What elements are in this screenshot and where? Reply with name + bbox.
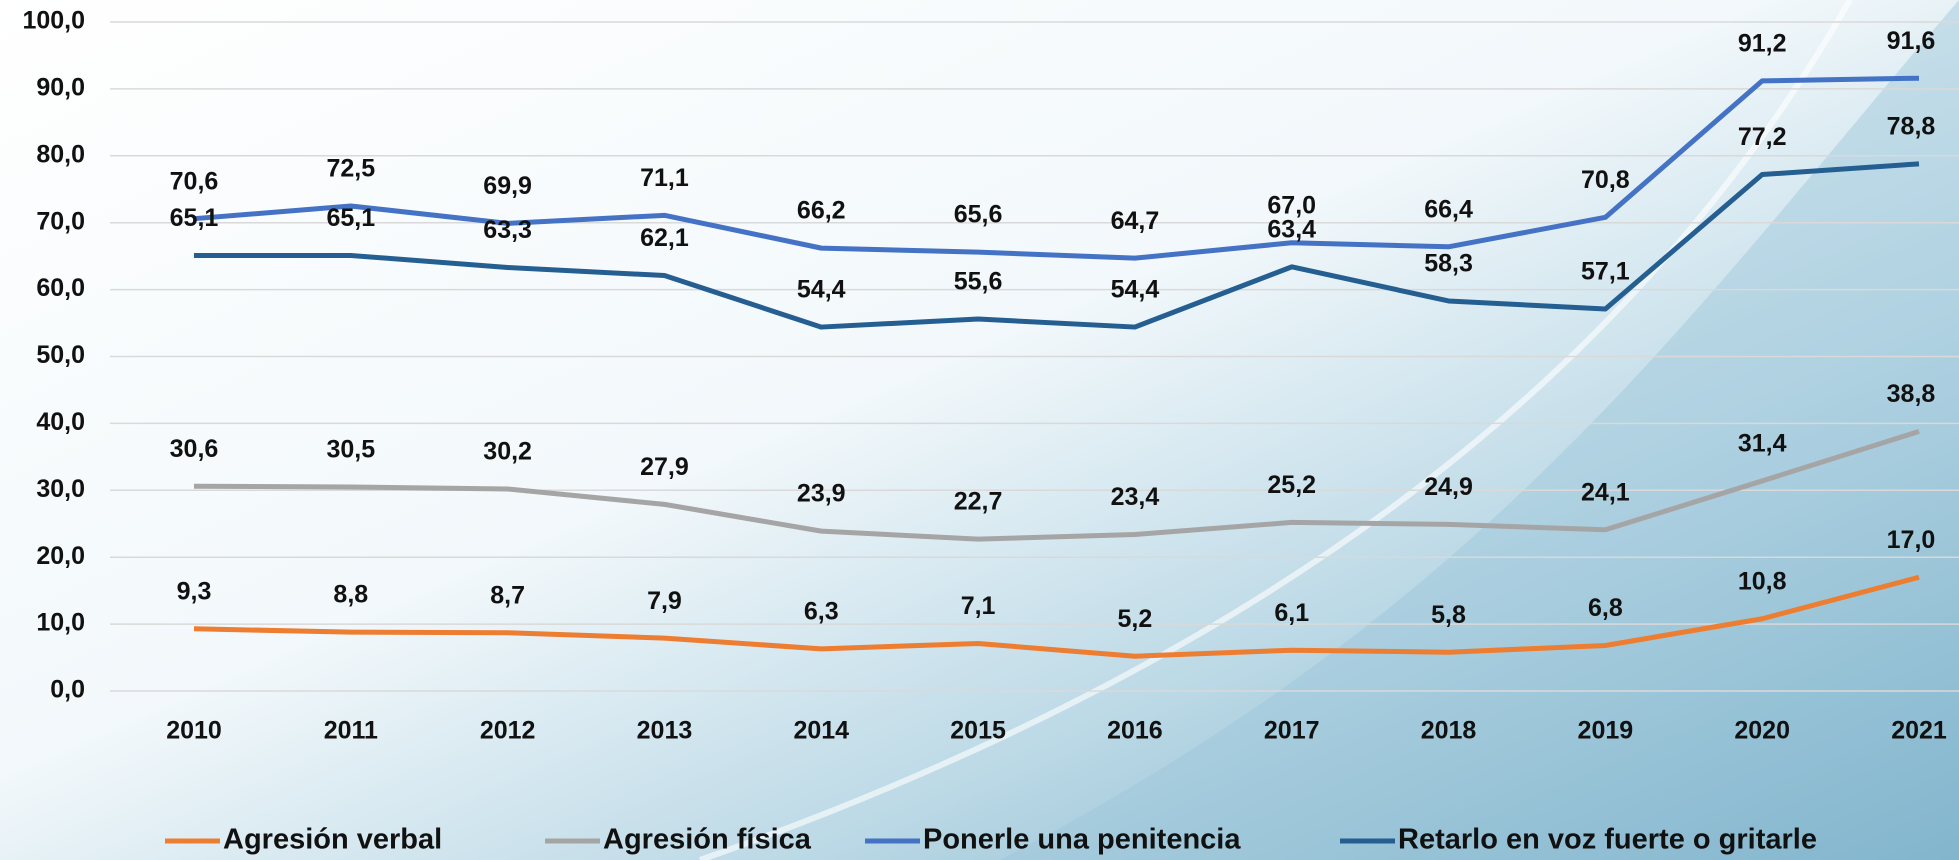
data-label: 27,9: [640, 453, 689, 481]
data-label: 23,9: [797, 480, 846, 508]
data-label: 25,2: [1267, 471, 1316, 499]
data-label: 31,4: [1738, 430, 1787, 458]
y-tick-label: 50,0: [36, 341, 85, 369]
data-label: 58,3: [1424, 250, 1473, 278]
legend: Agresión verbal Agresión física Ponerle un…: [165, 824, 1817, 856]
data-label: 66,4: [1424, 195, 1473, 223]
y-tick-label: 30,0: [36, 475, 85, 503]
data-label: 78,8: [1887, 112, 1936, 140]
data-label: 62,1: [640, 224, 689, 252]
chart: 0,0 10,0 20,0 30,0 40,0 50,0 60,0 70,0 80,0 90,0 1…: [0, 0, 1959, 860]
data-label: 65,1: [170, 204, 219, 232]
data-label: 7,9: [647, 587, 682, 615]
data-label: 38,8: [1887, 380, 1936, 408]
data-label: 65,6: [954, 201, 1003, 229]
data-label: 8,7: [490, 581, 525, 609]
data-label: 72,5: [326, 155, 375, 183]
data-label: 65,1: [326, 204, 375, 232]
x-tick-label: 2012: [480, 717, 536, 745]
y-tick-label: 60,0: [36, 274, 85, 302]
y-tick-label: 10,0: [36, 609, 85, 637]
data-label: 24,9: [1424, 473, 1473, 501]
data-label: 70,8: [1581, 166, 1630, 194]
x-tick-label: 2016: [1107, 717, 1163, 745]
data-label: 55,6: [954, 268, 1003, 296]
x-tick-label: 2010: [166, 717, 222, 745]
data-label: 6,8: [1588, 594, 1623, 622]
x-tick-label: 2013: [637, 717, 693, 745]
y-tick-label: 0,0: [50, 676, 85, 704]
y-tick-label: 100,0: [22, 7, 85, 35]
y-tick-label: 70,0: [36, 207, 85, 235]
page: 0,0 10,0 20,0 30,0 40,0 50,0 60,0 70,0 80,0 90,0 1…: [0, 0, 1959, 860]
y-tick-label: 20,0: [36, 542, 85, 570]
data-label: 70,6: [170, 167, 219, 195]
data-label: 5,2: [1118, 605, 1153, 633]
x-tick-label: 2019: [1578, 717, 1634, 745]
x-tick-label: 2015: [950, 717, 1006, 745]
data-label: 22,7: [954, 488, 1003, 516]
data-label: 71,1: [640, 164, 689, 192]
data-label: 91,2: [1738, 29, 1787, 57]
data-label: 63,3: [483, 216, 532, 244]
data-label: 64,7: [1111, 207, 1160, 235]
legend-label: Ponerle una penitencia: [923, 824, 1241, 856]
data-label: 30,2: [483, 438, 532, 466]
data-label: 77,2: [1738, 123, 1787, 151]
data-label: 23,4: [1111, 483, 1160, 511]
data-label: 5,8: [1431, 601, 1466, 629]
data-label: 6,3: [804, 597, 839, 625]
data-label: 8,8: [333, 581, 368, 609]
x-tick-label: 2011: [324, 717, 378, 745]
data-label: 17,0: [1887, 526, 1936, 554]
data-label: 7,1: [961, 592, 996, 620]
y-tick-label: 40,0: [36, 408, 85, 436]
legend-label: Agresión verbal: [223, 824, 442, 856]
data-label: 9,3: [177, 577, 212, 605]
x-tick-label: 2017: [1264, 717, 1320, 745]
data-label: 10,8: [1738, 567, 1787, 595]
x-tick-label: 2014: [793, 717, 849, 745]
x-tick-label: 2021: [1891, 717, 1947, 745]
data-label: 63,4: [1267, 215, 1316, 243]
x-tick-label: 2018: [1421, 717, 1477, 745]
y-tick-label: 90,0: [36, 74, 85, 102]
data-label: 69,9: [483, 172, 532, 200]
data-label: 66,2: [797, 197, 846, 225]
x-tick-label: 2020: [1734, 717, 1790, 745]
data-label: 6,1: [1274, 599, 1309, 627]
data-label: 30,6: [170, 435, 219, 463]
data-label: 30,5: [326, 436, 375, 464]
data-label: 54,4: [1111, 276, 1160, 304]
data-label: 54,4: [797, 276, 846, 304]
data-label: 24,1: [1581, 478, 1630, 506]
legend-label: Retarlo en voz fuerte o gritarle: [1398, 824, 1817, 856]
y-tick-label: 80,0: [36, 140, 85, 168]
data-label: 57,1: [1581, 258, 1630, 286]
data-label: 91,6: [1887, 27, 1936, 55]
legend-label: Agresión física: [603, 824, 812, 856]
